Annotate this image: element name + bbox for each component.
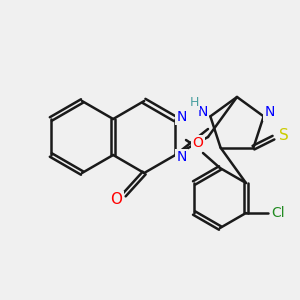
Text: O: O — [193, 136, 203, 150]
Text: O: O — [110, 193, 122, 208]
Text: N: N — [197, 105, 208, 119]
Text: S: S — [279, 128, 288, 143]
Text: Cl: Cl — [271, 206, 285, 220]
Text: N: N — [264, 105, 275, 119]
Text: N: N — [176, 110, 187, 124]
Text: H: H — [190, 96, 199, 109]
Text: N: N — [176, 150, 187, 164]
